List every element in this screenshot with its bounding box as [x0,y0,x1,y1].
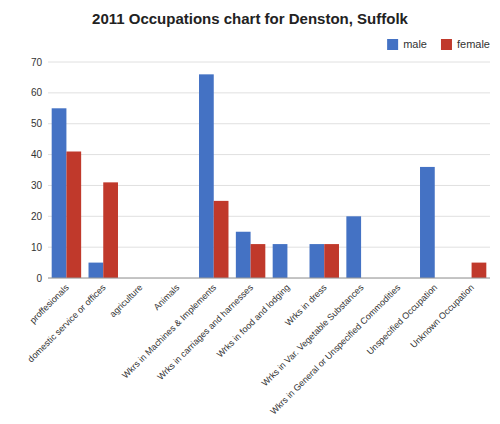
bar [52,108,67,278]
legend: female male [387,38,490,50]
y-tick-label: 60 [31,87,43,98]
grid-line [48,123,490,124]
bar [66,151,81,278]
y-tick-label: 50 [31,118,43,129]
x-tick-label: Unknown Occupation [408,282,476,350]
legend-label: female [457,38,490,50]
y-tick-label: 20 [31,211,43,222]
y-tick-labels: 0 10 20 30 40 50 60 70 [31,57,43,284]
x-axis-line [48,278,490,279]
x-tick-label: Wrks in food and lodging [215,282,292,359]
bar [214,201,229,278]
bar [472,263,487,278]
grid [48,62,490,278]
grid-line [48,92,490,93]
bar [324,244,339,278]
x-tick-labels: proffesionalsdomestic service or offices… [26,282,476,416]
y-tick-label: 30 [31,180,43,191]
y-tick-label: 0 [36,273,42,284]
grid-line [48,62,490,63]
bar [199,74,214,278]
grid-line [48,154,490,155]
bar [89,263,104,278]
bar [310,244,325,278]
x-tick-label: Unspecified Occupation [365,282,439,356]
x-tick-label: domestic service or offices [26,282,108,364]
chart: 2011 Occupations chart for Denston, Suff… [0,0,500,424]
legend-label: male [403,38,427,50]
bar [346,216,361,278]
bars [52,74,487,278]
bar [236,232,251,278]
x-tick-label: Animals [152,282,182,312]
title: 2011 Occupations chart for Denston, Suff… [92,10,409,27]
x-tick-label: Wkrs in General or Unspecified Commoditi… [268,282,402,416]
bar [273,244,288,278]
bar [103,182,118,278]
y-tick-label: 10 [31,242,43,253]
grid-line [48,278,490,279]
legend-swatch [387,39,398,50]
bar [251,244,266,278]
y-tick-label: 40 [31,149,43,160]
y-tick-label: 70 [31,57,43,68]
bar [420,167,435,278]
x-tick-label: agriculture [108,282,145,319]
legend-swatch [441,39,452,50]
